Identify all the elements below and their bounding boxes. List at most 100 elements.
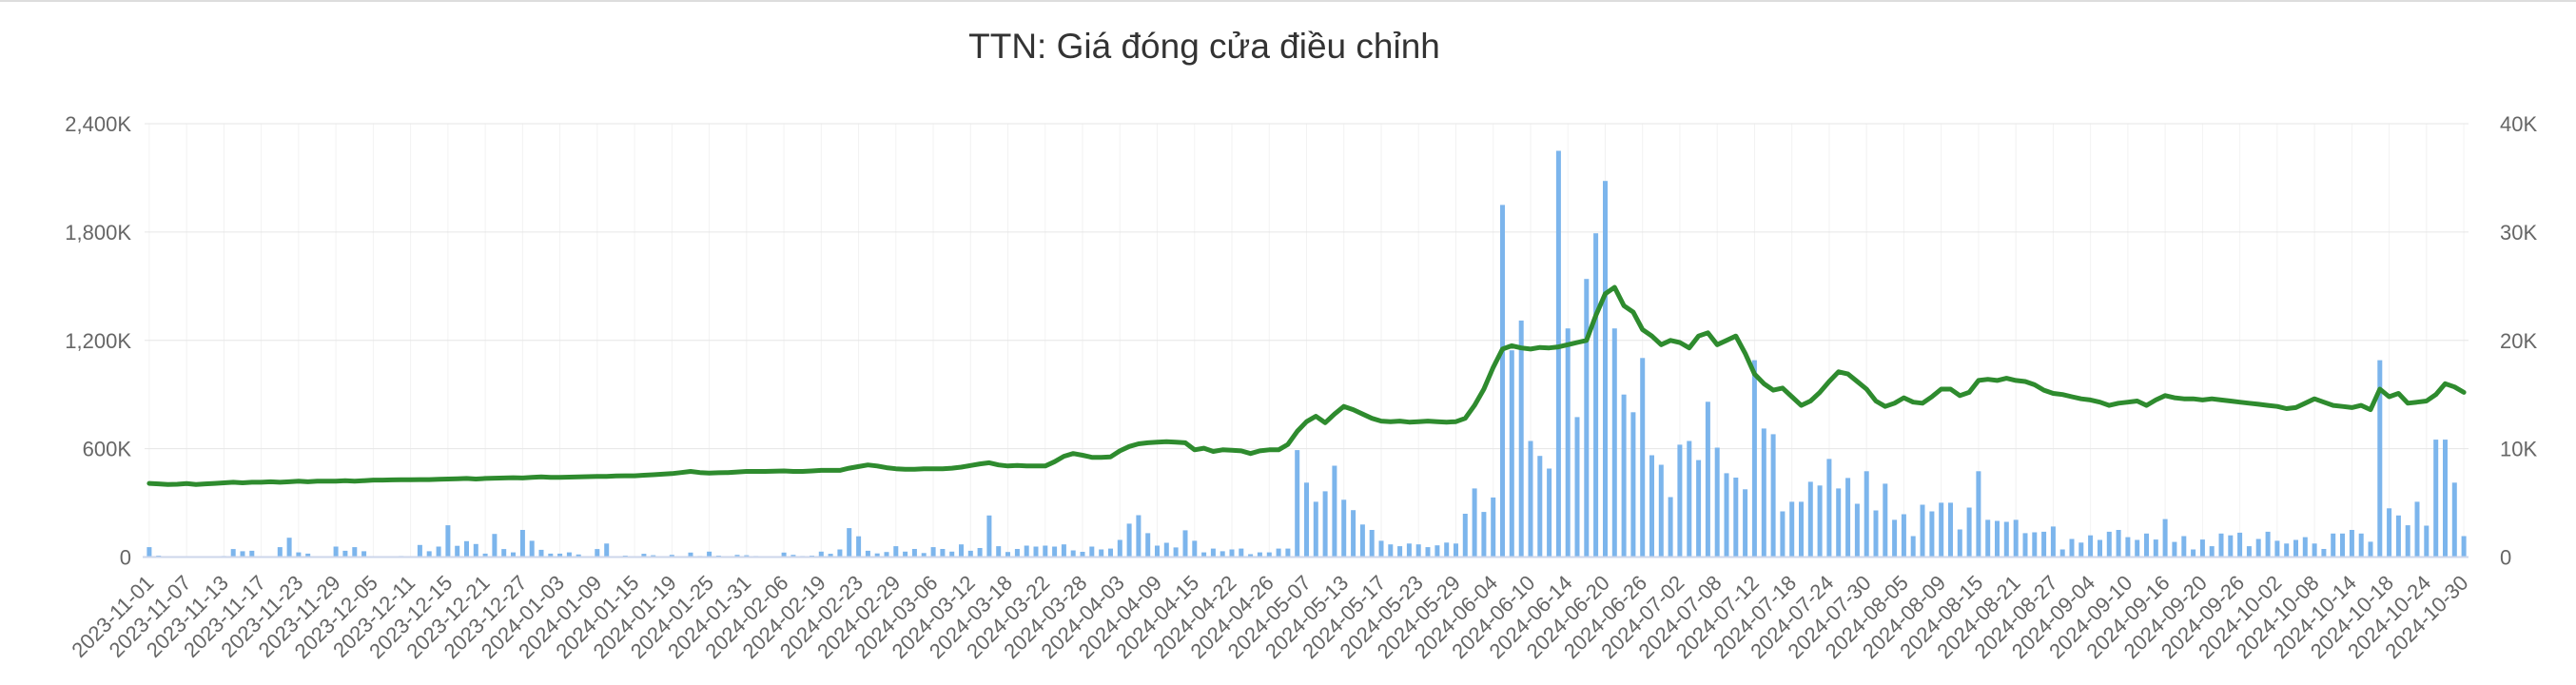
volume-bar [1080, 552, 1085, 558]
volume-bar [1239, 548, 1244, 558]
volume-bar [1780, 511, 1786, 558]
volume-bar [1873, 510, 1879, 558]
volume-bar [2395, 515, 2401, 558]
volume-bar [333, 546, 339, 558]
volume-bar [2433, 440, 2439, 558]
chart-title: TTN: Giá đóng cửa điều chỉnh [968, 27, 1440, 66]
volume-bar [1491, 497, 1496, 558]
volume-bar [1547, 468, 1552, 558]
volume-bar [1061, 544, 1066, 558]
volume-bar [1640, 358, 1646, 558]
volume-bar [856, 536, 862, 558]
volume-bar [1351, 510, 1356, 558]
volume-bar [445, 525, 451, 558]
volume-bar [1826, 459, 1832, 558]
right-axis-label: 20K [2500, 329, 2537, 353]
volume-bar [1920, 504, 1925, 558]
volume-bar [1192, 540, 1198, 558]
volume-bar [230, 549, 236, 558]
volume-bar [1043, 545, 1048, 558]
volume-bar [837, 549, 843, 558]
right-axis-label: 30K [2500, 221, 2537, 245]
volume-bar [2368, 541, 2373, 558]
volume-bar [1500, 205, 1505, 558]
volume-bar [1388, 544, 1394, 558]
volume-bar [1668, 497, 1673, 558]
volume-bar [2181, 536, 2187, 558]
volume-bar [1005, 552, 1010, 558]
volume-bar [1220, 551, 1225, 558]
volume-bar [1481, 512, 1487, 558]
volume-bar [1537, 456, 1543, 558]
volume-bar [2340, 533, 2345, 558]
volume-bar [2172, 541, 2177, 558]
volume-bar [1229, 549, 1235, 558]
volume-bar [1024, 545, 1029, 558]
volume-bar [2106, 531, 2112, 558]
volume-bar [641, 554, 647, 558]
right-axis-label: 40K [2500, 112, 2537, 136]
volume-bar [286, 538, 292, 558]
volume-bar [146, 547, 152, 558]
volume-bar [557, 553, 563, 558]
volume-bar [2321, 549, 2327, 558]
volume-bar [874, 553, 880, 558]
volume-bar [911, 549, 917, 558]
volume-bar [1724, 473, 1729, 558]
volume-bar [2284, 543, 2290, 558]
volume-bar [529, 540, 535, 558]
volume-bar [2405, 525, 2410, 558]
volume-bar [2387, 508, 2392, 558]
volume-bar [2293, 539, 2298, 558]
volume-bar [342, 550, 348, 558]
volume-bar [1089, 546, 1095, 558]
volume-bar [1528, 440, 1533, 558]
volume-bar [2088, 535, 2094, 558]
volume-bar [1033, 546, 1039, 558]
volume-bar [2237, 532, 2243, 558]
volume-bar [893, 546, 899, 558]
volume-bar [1995, 520, 2000, 558]
volume-bar [2153, 539, 2158, 558]
volume-bar [1836, 488, 1842, 558]
volume-bar [930, 547, 936, 558]
volume-bar [1248, 554, 1254, 558]
volume-bar [688, 552, 693, 558]
volume-bar [1136, 515, 1142, 558]
volume-bar [2349, 530, 2354, 558]
volume-bar [2013, 519, 2019, 558]
volume-bar [1584, 279, 1590, 558]
left-axis-label: 2,400K [65, 112, 131, 136]
volume-bar [501, 549, 507, 558]
volume-bar [2302, 537, 2308, 558]
volume-bar [1929, 511, 1935, 558]
volume-bar [426, 551, 432, 558]
volume-bar [417, 544, 422, 558]
volume-bar [1714, 447, 1720, 558]
volume-bar [1518, 320, 1524, 558]
volume-bar [277, 547, 283, 558]
volume-bar [296, 552, 302, 558]
left-axis-label: 1,800K [65, 221, 131, 245]
volume-bar [1117, 539, 1122, 558]
volume-bar [2312, 543, 2317, 558]
volume-bar [548, 553, 554, 558]
volume-bar [2255, 538, 2261, 558]
volume-bar [959, 544, 964, 558]
volume-bar [1332, 465, 1337, 558]
volume-bar [940, 549, 946, 558]
volume-bar [2191, 549, 2196, 558]
volume-bar [847, 528, 852, 558]
volume-bar [1257, 552, 1262, 558]
volume-bar [576, 554, 581, 558]
volume-bar [1163, 542, 1169, 558]
volume-bar [2461, 536, 2467, 558]
volume-bar [482, 553, 488, 558]
volume-bar [1799, 501, 1804, 558]
volume-bar [1957, 529, 1962, 558]
volume-bar [1696, 460, 1702, 558]
volume-bar [1052, 546, 1058, 558]
volume-bar [921, 553, 927, 558]
volume-bar [1155, 545, 1160, 558]
volume-bar [1621, 394, 1627, 558]
